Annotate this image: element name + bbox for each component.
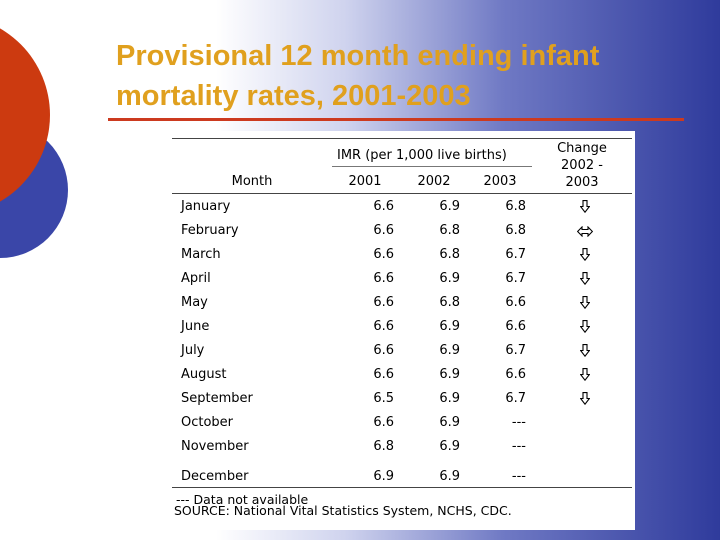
value-2002-cell: 6.9 xyxy=(439,367,460,382)
month-cell: March xyxy=(181,247,221,262)
value-2001-cell: 6.6 xyxy=(373,199,394,214)
month-cell: April xyxy=(181,271,211,286)
value-2002-cell: 6.8 xyxy=(439,295,460,310)
title-underline xyxy=(108,118,684,121)
value-2002-cell: 6.9 xyxy=(439,439,460,454)
footnote-data-not-available: --- Data not available xyxy=(176,492,309,507)
month-cell: January xyxy=(181,199,231,214)
value-2003-cell: 6.7 xyxy=(505,391,526,406)
table-bottom-rule xyxy=(172,487,632,488)
value-2002-cell: 6.8 xyxy=(439,247,460,262)
red-circle-shape xyxy=(0,28,50,202)
value-2003-cell: 6.6 xyxy=(505,319,526,334)
imr-group-header: IMR (per 1,000 live births) xyxy=(337,148,507,163)
value-2003-cell: 6.8 xyxy=(505,199,526,214)
value-2001-cell: 6.8 xyxy=(373,439,394,454)
value-2001-cell: 6.6 xyxy=(373,367,394,382)
value-2002-cell: 6.9 xyxy=(439,469,460,484)
value-2002-cell: 6.9 xyxy=(439,415,460,430)
month-cell: July xyxy=(181,343,205,358)
value-2001-cell: 6.5 xyxy=(373,391,394,406)
month-cell: February xyxy=(181,223,239,238)
year-header-2001: 2001 xyxy=(348,174,382,189)
down-arrow-icon xyxy=(580,344,590,357)
value-2002-cell: 6.8 xyxy=(439,223,460,238)
value-2003-cell: 6.7 xyxy=(505,343,526,358)
imr-group-underline xyxy=(332,166,532,167)
value-2002-cell: 6.9 xyxy=(439,343,460,358)
value-2001-cell: 6.6 xyxy=(373,415,394,430)
value-2001-cell: 6.6 xyxy=(373,343,394,358)
imr-table: IMR (per 1,000 live births) Change 2002 … xyxy=(172,131,635,530)
table-top-rule xyxy=(172,138,632,139)
value-2001-cell: 6.6 xyxy=(373,247,394,262)
value-2002-cell: 6.9 xyxy=(439,391,460,406)
change-header-line-2: 2002 - xyxy=(561,158,603,173)
value-2001-cell: 6.6 xyxy=(373,319,394,334)
down-arrow-icon xyxy=(580,272,590,285)
value-2003-cell: 6.6 xyxy=(505,295,526,310)
down-arrow-icon xyxy=(580,248,590,261)
change-header-line-1: Change xyxy=(557,141,607,156)
change-header-line-3: 2003 xyxy=(565,175,599,190)
month-column-header: Month xyxy=(231,174,273,189)
value-2003-cell: --- xyxy=(511,415,526,430)
header-bottom-rule xyxy=(172,193,632,194)
down-arrow-icon xyxy=(580,296,590,309)
value-2001-cell: 6.6 xyxy=(373,223,394,238)
value-2002-cell: 6.9 xyxy=(439,319,460,334)
value-2003-cell: --- xyxy=(511,469,526,484)
source-note: SOURCE: National Vital Statistics System… xyxy=(174,503,512,518)
month-cell: May xyxy=(181,295,208,310)
down-arrow-icon xyxy=(580,320,590,333)
down-arrow-icon xyxy=(580,368,590,381)
value-2003-cell: 6.7 xyxy=(505,247,526,262)
value-2003-cell: --- xyxy=(511,439,526,454)
month-cell: September xyxy=(181,391,253,406)
value-2003-cell: 6.8 xyxy=(505,223,526,238)
down-arrow-icon xyxy=(580,200,590,213)
month-cell: November xyxy=(181,439,249,454)
value-2002-cell: 6.9 xyxy=(439,199,460,214)
value-2001-cell: 6.6 xyxy=(373,295,394,310)
down-arrow-icon xyxy=(580,392,590,405)
value-2001-cell: 6.6 xyxy=(373,271,394,286)
value-2003-cell: 6.6 xyxy=(505,367,526,382)
month-cell: June xyxy=(181,319,210,334)
left-right-arrow-icon xyxy=(577,226,593,237)
year-header-2003: 2003 xyxy=(483,174,517,189)
year-header-2002: 2002 xyxy=(417,174,451,189)
month-cell: October xyxy=(181,415,234,430)
value-2003-cell: 6.7 xyxy=(505,271,526,286)
value-2001-cell: 6.9 xyxy=(373,469,394,484)
slide-title: Provisional 12 month ending infant morta… xyxy=(116,40,600,112)
month-cell: December xyxy=(181,469,249,484)
month-cell: August xyxy=(181,367,227,382)
value-2002-cell: 6.9 xyxy=(439,271,460,286)
